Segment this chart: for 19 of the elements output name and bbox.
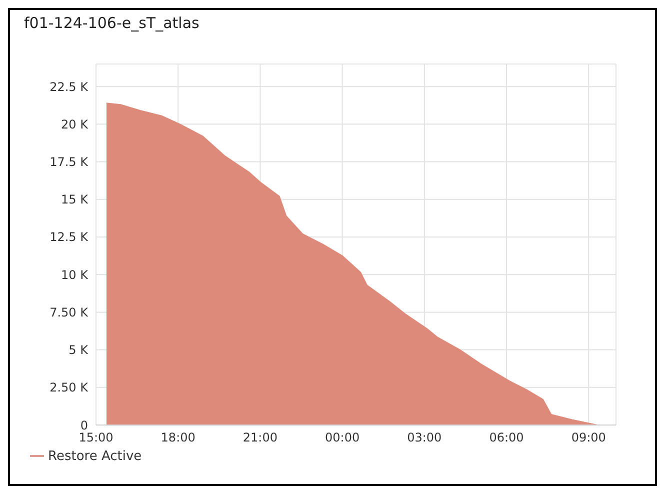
y-tick-label: 12.5 K	[50, 230, 90, 244]
y-tick-label: 10 K	[61, 268, 90, 282]
y-tick-label: 20 K	[61, 117, 90, 132]
x-tick-label: 03:00	[407, 430, 442, 445]
y-tick-label: 2.50 K	[50, 380, 90, 395]
y-tick-label: 15 K	[61, 192, 90, 207]
x-tick-label: 15:00	[78, 430, 114, 445]
x-tick-label: 06:00	[489, 430, 524, 445]
y-tick-label: 17.5 K	[50, 155, 90, 170]
chart-title: f01-124-106-e_sT_atlas	[24, 14, 200, 32]
x-tick-label: 00:00	[325, 430, 360, 445]
y-tick-label: 5 K	[68, 343, 90, 358]
y-tick-label: 22.5 K	[50, 80, 90, 94]
x-tick-label: 18:00	[160, 430, 196, 445]
y-tick-label: 0	[80, 418, 88, 432]
x-tick-label: 21:00	[242, 430, 278, 445]
y-tick-label: 7.50 K	[50, 305, 90, 320]
legend-label: Restore Active	[48, 449, 142, 464]
x-tick-label: 09:00	[571, 430, 606, 445]
